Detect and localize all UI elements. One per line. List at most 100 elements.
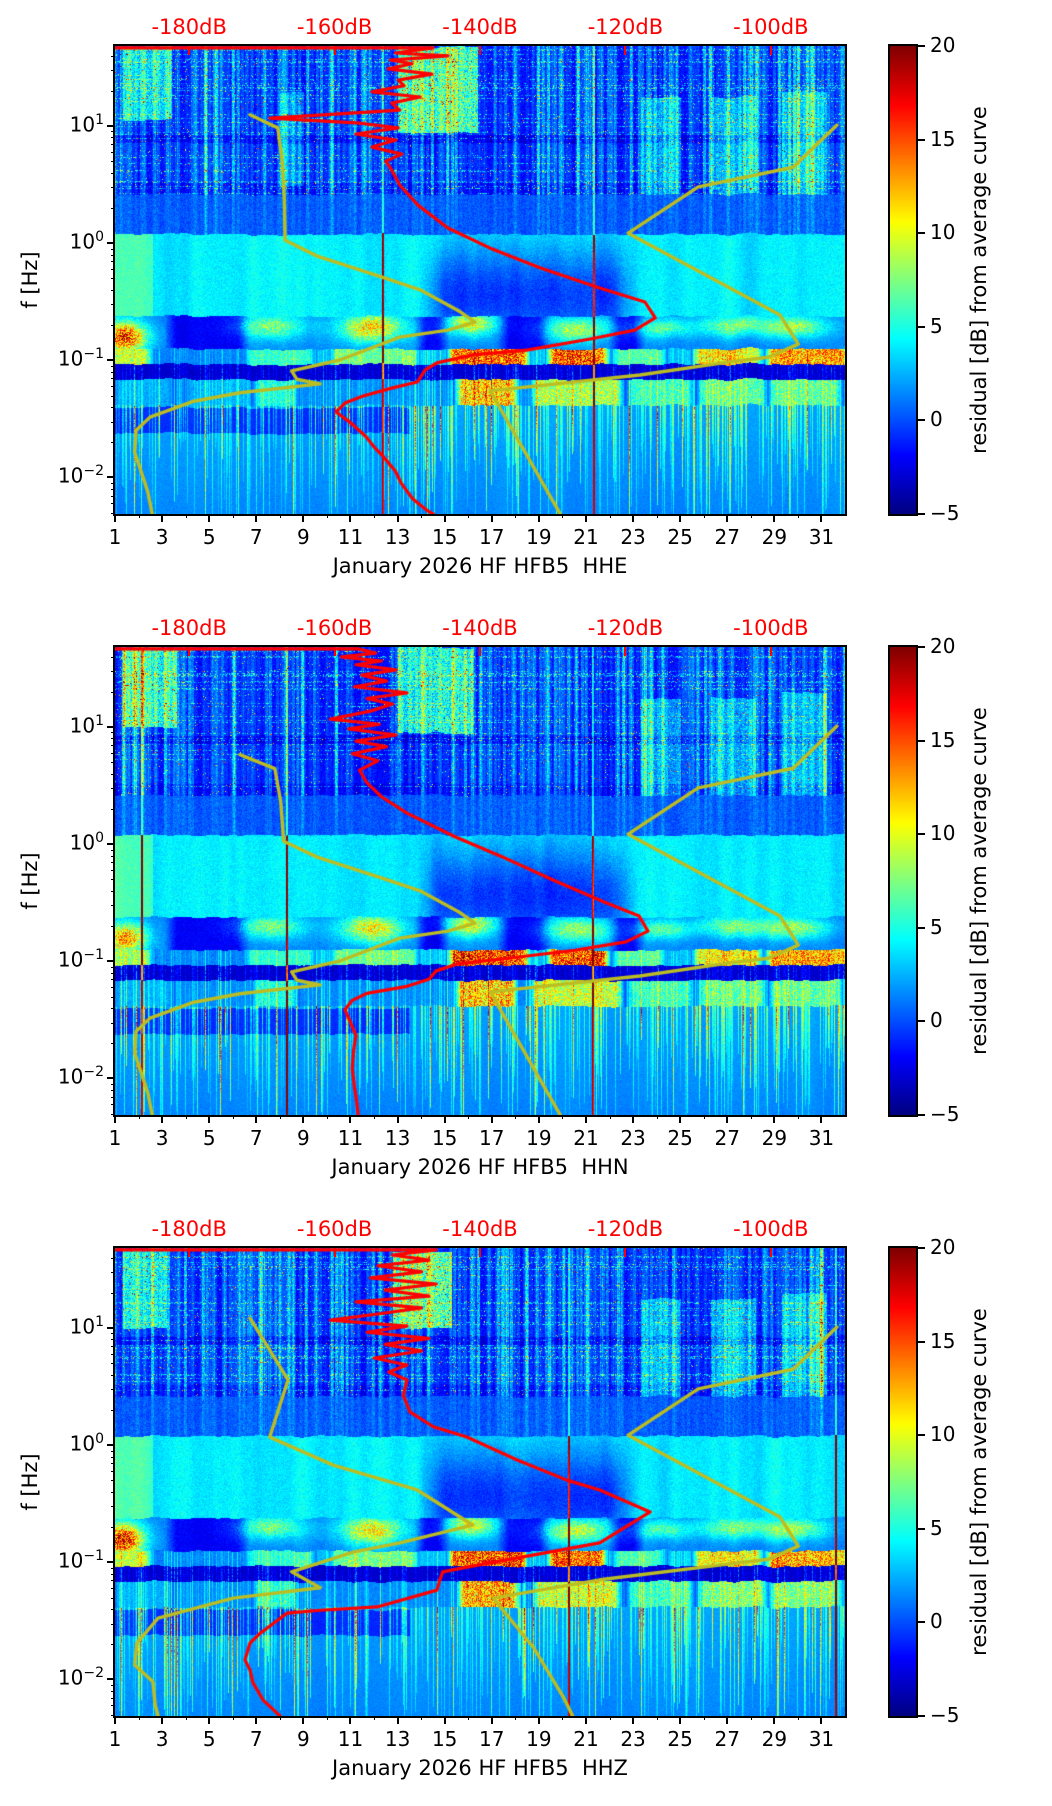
colorbar-tick [918,138,925,141]
y-minor-tick [111,1456,115,1458]
x-tick-label: 31 [808,1727,835,1751]
top-tick [769,46,772,55]
y-minor-tick [111,304,115,306]
top-tick [624,647,627,656]
x-minor-tick [374,514,376,518]
y-minor-tick [111,1506,115,1508]
x-tick-label: 9 [297,525,310,549]
y-minor-tick [111,808,115,810]
y-minor-tick [111,1292,115,1294]
y-minor-tick [111,187,115,189]
y-tick-label: 10−2 [57,1064,104,1090]
colorbar-tick [918,739,925,742]
y-minor-tick [111,1567,115,1569]
y-minor-tick [111,1354,115,1356]
x-tick-label: 17 [479,1727,505,1751]
y-axis-label: f [Hz] [18,251,42,309]
x-tick [773,1115,776,1123]
x-minor-tick [656,1716,658,1720]
x-tick [726,1716,729,1724]
y-minor-tick [111,1409,115,1411]
colorbar-tick-label: 20 [930,1235,956,1259]
x-tick [443,1115,446,1123]
x-tick [302,1115,305,1123]
colorbar-tick [918,325,925,328]
y-tick [107,1327,115,1330]
x-tick [161,514,164,522]
colorbar-tick-label: 15 [930,126,956,151]
x-tick-label: 21 [573,1126,599,1150]
y-tick-label: 101 [69,112,104,137]
colorbar-tick [918,1114,925,1116]
y-minor-tick [111,1022,115,1024]
x-tick-label: 7 [249,525,263,549]
y-minor-tick [111,745,115,747]
x-tick-label: 1 [108,1126,122,1150]
top-tick [624,1248,627,1257]
colorbar-tick-label: 5 [930,914,943,939]
y-minor-tick [111,879,115,881]
y-minor-tick [111,987,115,989]
x-tick-label: 7 [249,1727,263,1751]
x-tick-label: 27 [714,1126,740,1150]
x-tick [396,1716,399,1724]
y-axis-label: f [Hz] [18,852,42,910]
colorbar-tick-label: 5 [930,1515,943,1540]
x-minor-tick [656,514,658,518]
x-tick [584,1115,587,1123]
y-tick [107,242,115,245]
top-tick-label: -140dB [442,15,518,39]
x-minor-tick [750,1115,752,1119]
colorbar-tick [918,926,925,929]
x-tick-label: 21 [573,1727,599,1751]
y-minor-tick [111,855,115,857]
colorbar-tick-label: 20 [930,33,956,57]
x-tick [679,514,682,522]
colorbar-tick-label: 10 [930,220,956,245]
top-tick-label: -100dB [733,15,809,39]
colorbar-label: residual [dB] from average curve [967,1308,991,1656]
y-minor-tick [111,1588,115,1590]
x-tick-label: 23 [620,525,646,549]
colorbar-tick [918,1340,925,1343]
y-minor-tick [111,870,115,872]
x-minor-tick [797,1115,799,1119]
x-minor-tick [609,514,611,518]
y-minor-tick [111,1491,115,1493]
x-tick [349,1716,352,1724]
x-minor-tick [703,514,705,518]
x-tick [208,1716,211,1724]
colorbar-tick [918,45,925,47]
x-minor-tick [279,514,281,518]
x-minor-tick [279,1115,281,1119]
x-tick [726,1115,729,1123]
colorbar-tick-label: −5 [930,1703,960,1727]
y-minor-tick [111,161,115,163]
subplot-title-hhn: January 2026 HF HFB5 HHN [331,1155,629,1179]
colorbar-tick [918,1715,925,1717]
x-tick [537,1115,540,1123]
top-tick-label: -140dB [442,1217,518,1241]
colorbar-tick [918,1434,925,1437]
x-minor-tick [562,1115,564,1119]
y-minor-tick [111,278,115,280]
top-tick-label: -160dB [296,1217,373,1241]
x-minor-tick [609,1716,611,1720]
top-tick-label: -160dB [296,616,373,640]
colorbar-tick-label: 10 [930,1422,956,1447]
colorbar-canvas-1 [890,46,916,514]
y-minor-tick [111,406,115,408]
top-tick [479,46,481,55]
y-tick [107,726,115,729]
y-minor-tick [111,512,115,514]
x-tick [584,1716,587,1724]
colorbar-tick-label: 10 [930,821,956,846]
y-tick [107,1077,115,1080]
x-minor-tick [374,1115,376,1119]
x-minor-tick [468,514,470,518]
y-minor-tick [111,773,115,775]
colorbar-tick [918,1527,925,1530]
y-minor-tick [111,137,115,139]
top-tick-label: -120dB [587,1217,664,1241]
y-minor-tick [111,1471,115,1473]
